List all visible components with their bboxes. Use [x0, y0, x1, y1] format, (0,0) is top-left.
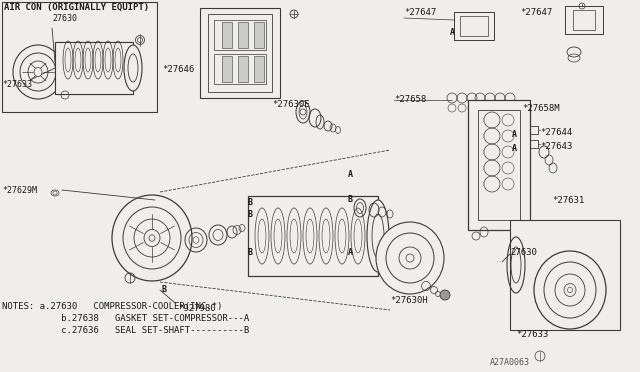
Bar — [55, 42, 133, 94]
Text: *27658: *27658 — [394, 95, 426, 104]
Text: AIR CON (ORIGINALLY EQUIPT): AIR CON (ORIGINALLY EQUIPT) — [4, 3, 149, 12]
Text: 27630: 27630 — [52, 14, 77, 23]
Bar — [254, 56, 264, 82]
Ellipse shape — [34, 67, 42, 77]
Bar — [478, 110, 520, 220]
Ellipse shape — [149, 235, 155, 241]
Text: *27629M: *27629M — [2, 186, 37, 195]
Text: B: B — [248, 210, 253, 219]
Ellipse shape — [568, 287, 573, 293]
Text: A: A — [512, 130, 517, 139]
Bar — [248, 196, 378, 276]
Bar — [200, 8, 280, 98]
Bar — [214, 54, 266, 84]
Ellipse shape — [367, 200, 389, 272]
Text: A27A0063: A27A0063 — [490, 358, 530, 367]
Text: A: A — [450, 28, 455, 37]
Bar — [516, 126, 538, 134]
Text: c.27636   SEAL SET-SHAFT----------B: c.27636 SEAL SET-SHAFT----------B — [2, 326, 249, 335]
Bar — [565, 6, 603, 34]
Bar — [222, 22, 232, 48]
Text: *27643: *27643 — [540, 142, 572, 151]
Bar — [2, 2, 157, 112]
Text: *27633: *27633 — [516, 330, 548, 339]
Bar — [516, 140, 538, 148]
Bar — [510, 220, 620, 330]
Bar — [454, 12, 494, 40]
Bar — [254, 22, 264, 48]
Text: *27644: *27644 — [540, 128, 572, 137]
Text: *27646: *27646 — [162, 65, 195, 74]
Text: *27630H: *27630H — [390, 296, 428, 305]
Text: *27630E: *27630E — [272, 100, 310, 109]
Bar — [238, 56, 248, 82]
Bar — [238, 22, 248, 48]
Ellipse shape — [124, 45, 142, 91]
Bar — [468, 100, 530, 230]
Ellipse shape — [440, 290, 450, 300]
Text: B: B — [248, 198, 253, 207]
Text: *27633: *27633 — [2, 80, 32, 89]
Text: B: B — [348, 195, 353, 204]
Bar — [222, 56, 232, 82]
Bar — [573, 10, 595, 30]
Text: *27631: *27631 — [552, 196, 584, 205]
Text: B: B — [162, 285, 167, 294]
Text: *927980: *927980 — [178, 304, 216, 313]
Text: A: A — [348, 248, 353, 257]
Bar — [460, 16, 488, 36]
Text: B: B — [248, 248, 253, 257]
Ellipse shape — [567, 47, 581, 57]
Text: A: A — [512, 144, 517, 153]
Text: A: A — [348, 170, 353, 179]
Text: *27647: *27647 — [520, 8, 552, 17]
Text: *27658M: *27658M — [522, 104, 559, 113]
Text: 27630: 27630 — [510, 248, 537, 257]
Ellipse shape — [376, 222, 444, 294]
Text: b.27638   GASKET SET-COMPRESSOR---A: b.27638 GASKET SET-COMPRESSOR---A — [2, 314, 249, 323]
Ellipse shape — [406, 254, 414, 262]
Text: NOTES: a.27630   COMPRESSOR-COOLER(INC.*): NOTES: a.27630 COMPRESSOR-COOLER(INC.*) — [2, 302, 222, 311]
Bar — [214, 20, 266, 50]
Text: *27647: *27647 — [404, 8, 436, 17]
Bar — [208, 14, 272, 92]
